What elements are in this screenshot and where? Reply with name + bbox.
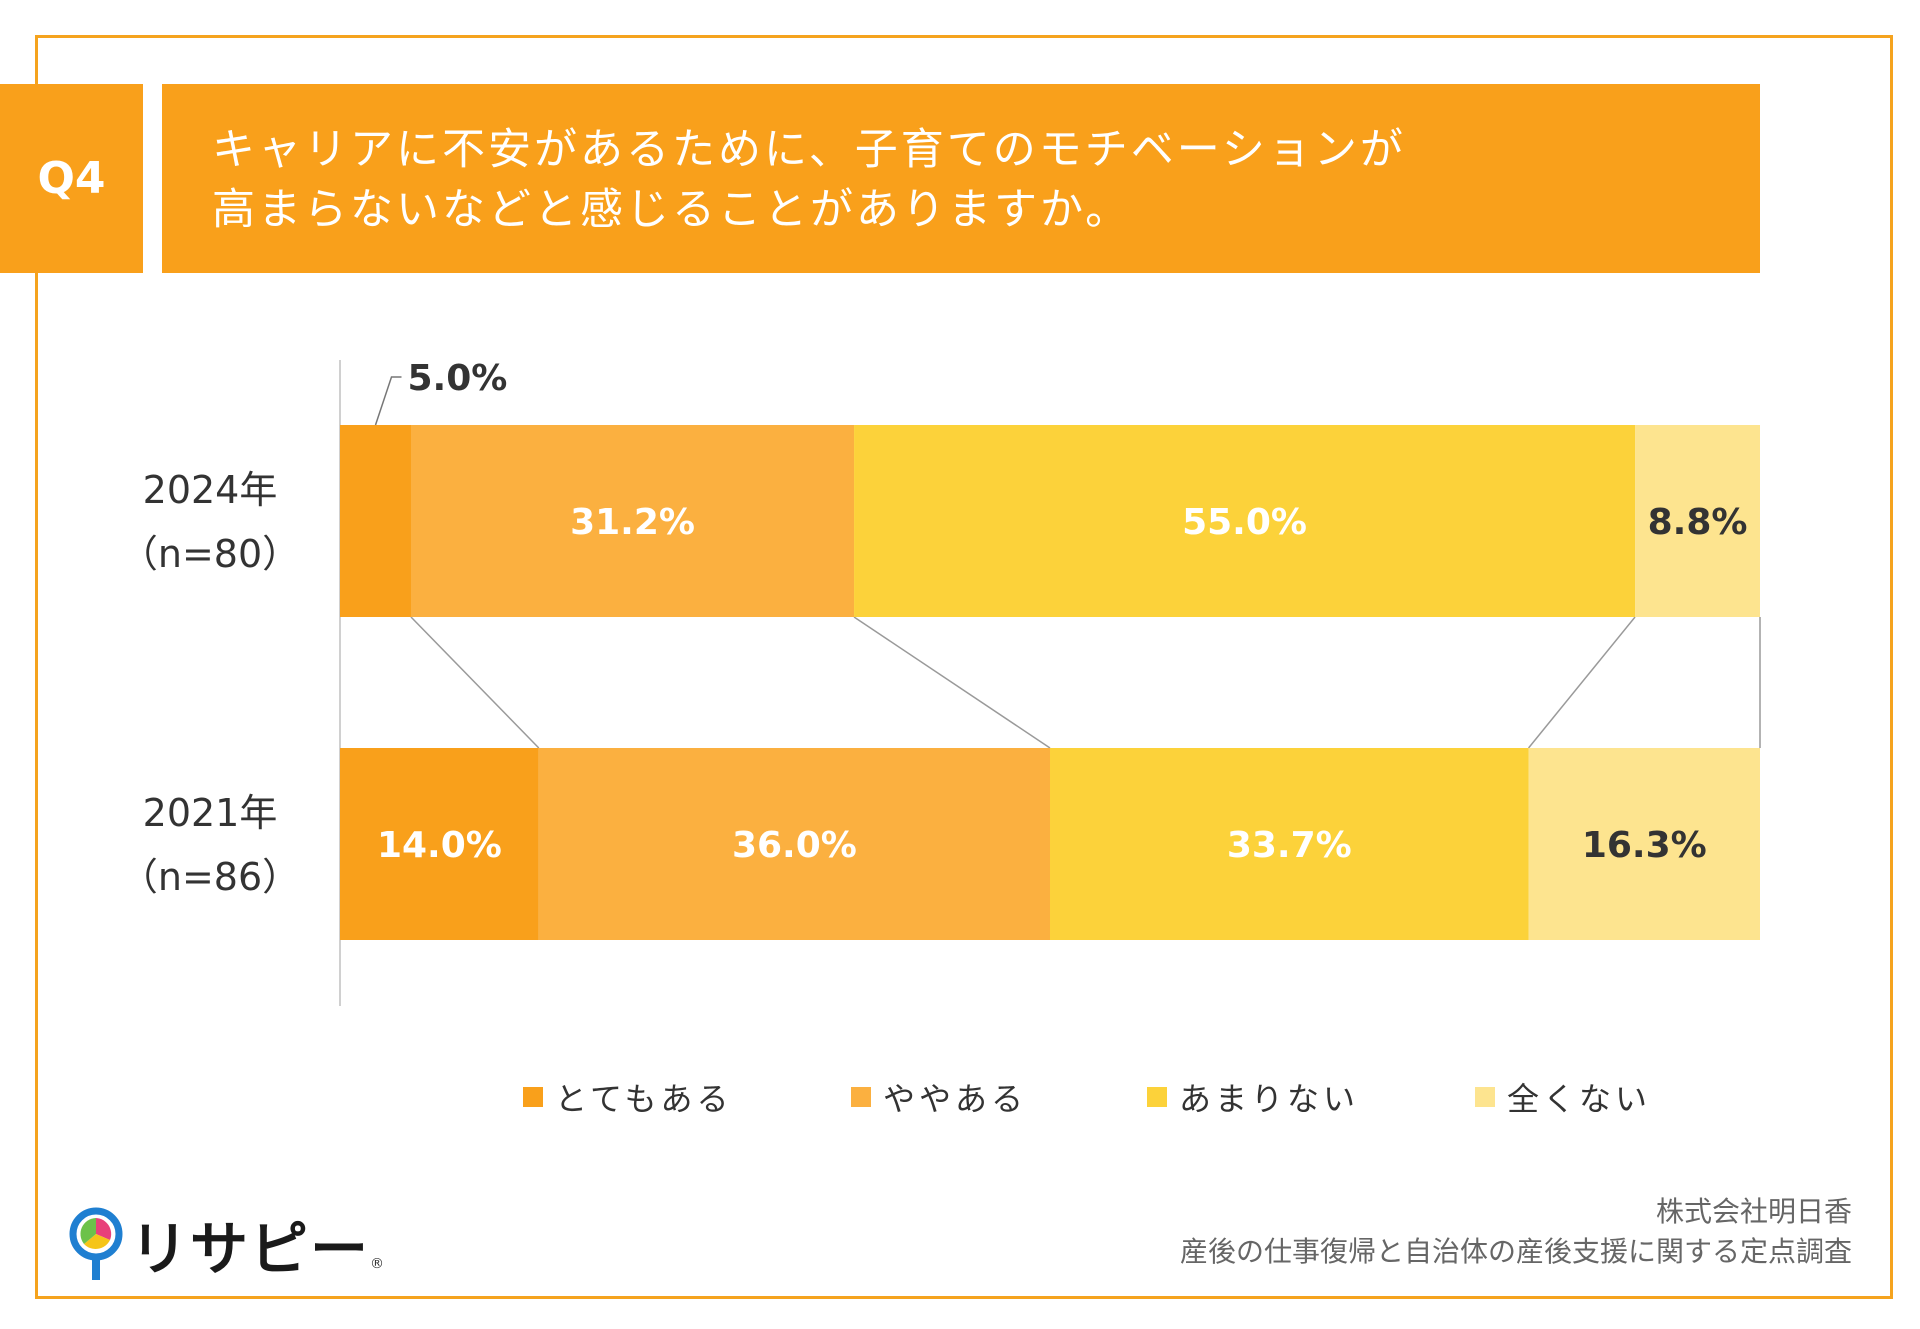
leader-line [374,376,402,426]
connector-line [853,616,1051,749]
category-n-label: （n=80） [120,532,300,576]
data-label: 33.7% [1227,825,1352,866]
data-label: 16.3% [1582,825,1707,866]
bar-segment [411,425,855,617]
source-survey: 産後の仕事復帰と自治体の産後支援に関する定点調査 [1179,1235,1852,1268]
bar-segment [340,748,539,940]
question-title: キャリアに不安があるために、子育てのモチベーションが 高まらないなどと感じること… [162,84,1760,273]
category-n-label: （n=86） [120,855,300,899]
legend-label-very-much: とてもある [555,1080,733,1118]
bar-segment [854,425,1636,617]
data-label: 5.0% [408,358,508,399]
question-badge: Q4 [0,84,143,273]
source-credit: 株式会社明日香 産後の仕事復帰と自治体の産後支援に関する定点調査 [1180,1192,1852,1272]
category-year-label: 2024年 [143,468,278,512]
bar-segment [340,425,411,617]
question-line-2: 高まらないなどと感じることがありますか。 [212,185,1132,235]
bar-segment [1635,425,1760,617]
legend-item-not-much: あまりない [1147,1074,1359,1120]
source-company: 株式会社明日香 [1655,1195,1852,1228]
data-label: 55.0% [1182,502,1307,543]
bar-segment [1050,748,1529,940]
category-year-label: 2021年 [143,791,278,835]
brand-logo: リサピー ® [68,1202,384,1286]
legend-item-somewhat: ややある [851,1074,1027,1120]
legend-label-not-at-all: 全くない [1507,1080,1652,1118]
connector-line [1527,616,1636,749]
legend-swatch-not-much [1147,1087,1167,1107]
legend-label-somewhat: ややある [883,1080,1028,1118]
data-label: 14.0% [377,825,502,866]
pin-logo-icon [69,1207,123,1280]
data-label: 36.0% [732,825,857,866]
question-line-1: キャリアに不安があるために、子育てのモチベーションが [212,125,1406,175]
bar-segment [1528,748,1760,940]
legend-swatch-somewhat [851,1087,871,1107]
legend-item-very-much: とてもある [523,1074,732,1120]
connector-line [410,616,540,749]
legend-item-not-at-all: 全くない [1475,1074,1651,1120]
chart-frame [35,35,1893,1299]
logo-text: リサピー [130,1215,371,1283]
chart-legend: とてもある ややある あまりない 全くない [0,1074,1920,1124]
bar-segment [538,748,1050,940]
data-label: 8.8% [1648,502,1748,543]
logo-mark: ® [370,1256,385,1272]
legend-swatch-very-much [523,1087,543,1107]
legend-label-not-much: あまりない [1179,1080,1360,1118]
data-label: 31.2% [570,502,695,543]
legend-swatch-not-at-all [1475,1087,1495,1107]
